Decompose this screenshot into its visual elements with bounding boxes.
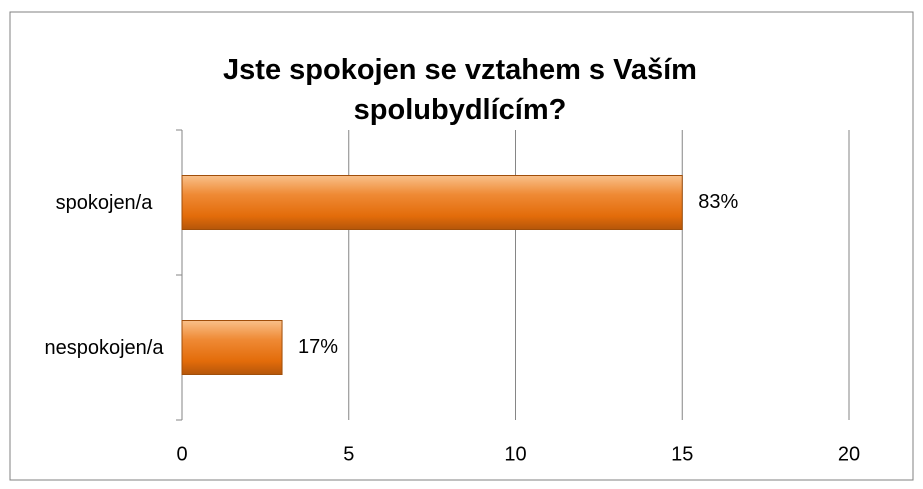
bar (181, 320, 283, 375)
y-tick-label: nespokojen/a (44, 336, 164, 359)
data-label: 17% (298, 336, 338, 358)
y-tick-label: spokojen/a (55, 191, 153, 214)
x-tick-label: 5 (343, 443, 354, 465)
x-tick-label: 20 (838, 443, 860, 465)
x-tick-label: 10 (504, 443, 526, 465)
chart-title: Jste spokojen se vztahem s Vaším spoluby… (223, 54, 697, 126)
chart-border (9, 11, 914, 481)
bar (181, 175, 683, 230)
x-tick-label: 15 (671, 443, 693, 465)
data-label: 83% (698, 191, 738, 213)
x-tick-label: 0 (176, 443, 187, 465)
